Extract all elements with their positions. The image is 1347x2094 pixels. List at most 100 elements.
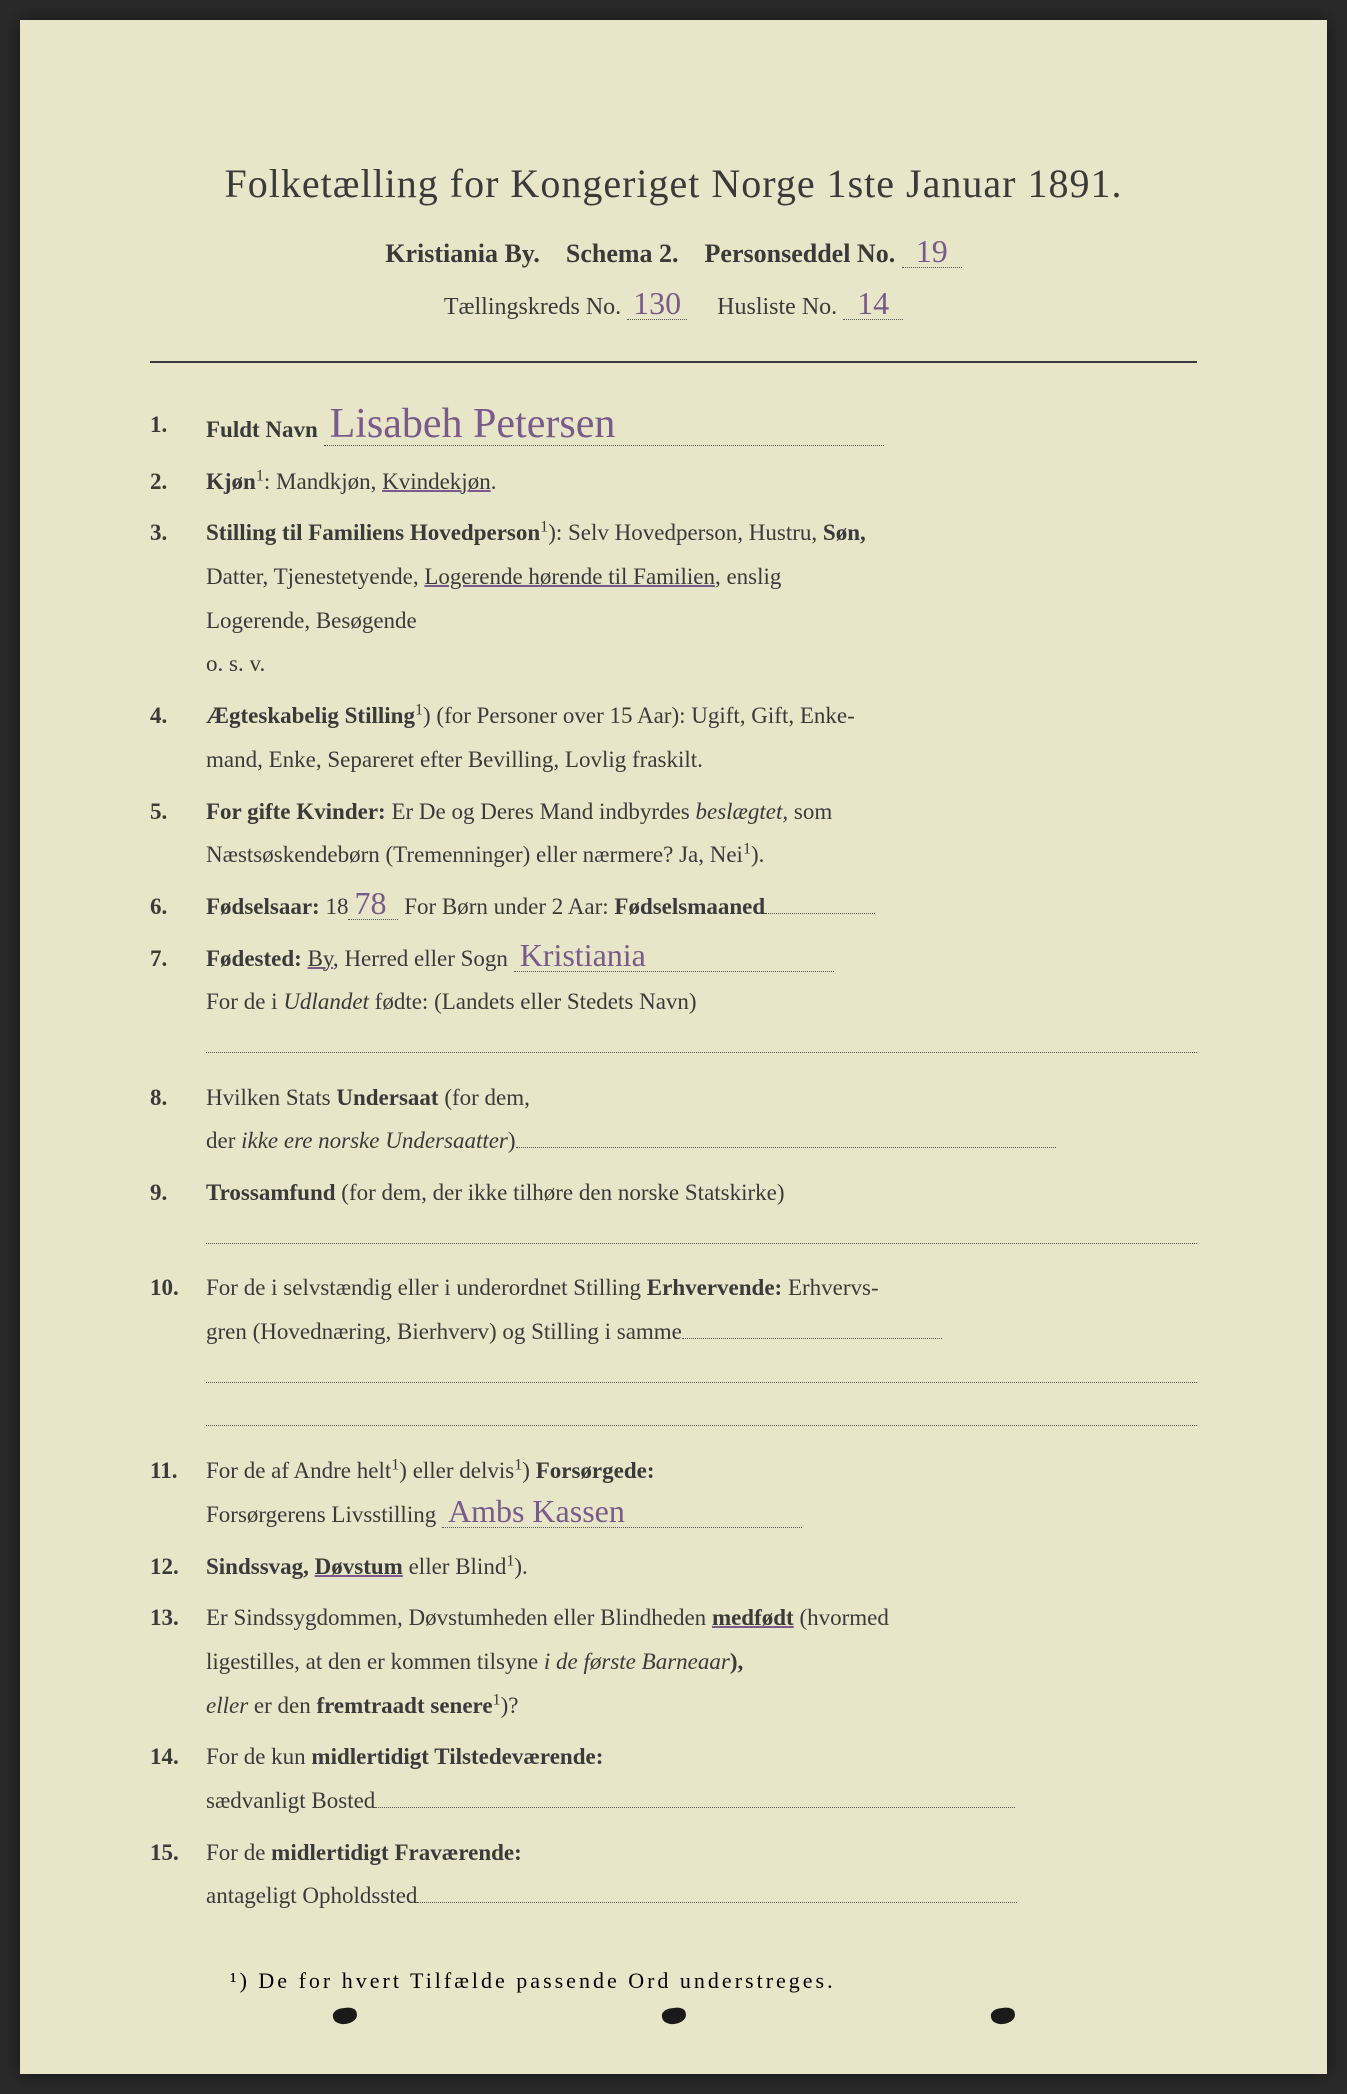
item-7-num: 7. xyxy=(150,937,206,1068)
item-7-blank xyxy=(206,1052,1197,1053)
item-14-body: For de kun midlertidigt Tilstedeværende:… xyxy=(206,1735,1197,1822)
item-10-l1c: Erhvervs- xyxy=(782,1275,878,1300)
item-3-body: Stilling til Familiens Hovedperson1): Se… xyxy=(206,511,1197,686)
year-prefix: 18 xyxy=(320,894,349,919)
hole-icon xyxy=(661,2006,687,2025)
full-name-value: Lisabeh Petersen xyxy=(324,403,884,446)
item-12-body: Sindssvag, Døvstum eller Blind1). xyxy=(206,1545,1197,1589)
footnote-text: De for hvert Tilfælde passende Ord under… xyxy=(250,1968,836,1993)
item-2: 2. Kjøn1: Mandkjøn, Kvindekjøn. xyxy=(150,460,1197,504)
item-12-num: 12. xyxy=(150,1545,206,1589)
disability-selected: Døvstum xyxy=(315,1554,403,1579)
item-11: 11. For de af Andre helt1) eller delvis1… xyxy=(150,1449,1197,1536)
item-3-label: Stilling til Familiens Hovedperson xyxy=(206,520,540,545)
item-5-num: 5. xyxy=(150,790,206,877)
item-1: 1. Fuldt Navn Lisabeh Petersen xyxy=(150,403,1197,452)
item-5-label: For gifte Kvinder: xyxy=(206,799,386,824)
item-1-label: Fuldt Navn xyxy=(206,417,318,442)
item-5-l1i: beslægtet, xyxy=(695,799,788,824)
item-3-l2b: , enslig xyxy=(715,564,781,589)
item-4-num: 4. xyxy=(150,694,206,781)
item-14-num: 14. xyxy=(150,1735,206,1822)
item-7-label: Fødested: xyxy=(206,946,302,971)
husliste-no: 14 xyxy=(843,287,903,320)
item-9-blank xyxy=(206,1243,1197,1244)
item-1-body: Fuldt Navn Lisabeh Petersen xyxy=(206,403,1197,452)
item-14-blank xyxy=(375,1807,1015,1808)
footnote: ¹) De for hvert Tilfælde passende Ord un… xyxy=(150,1968,1197,1994)
item-7: 7. Fødested: By, Herred eller Sogn Krist… xyxy=(150,937,1197,1068)
item-6-label-c: Fødselsmaaned xyxy=(614,894,765,919)
item-11-l1b: ) eller delvis xyxy=(399,1458,514,1483)
header-rule xyxy=(150,361,1197,363)
husliste-label: Husliste No. xyxy=(717,294,837,320)
item-12-c: ). xyxy=(514,1554,527,1579)
item-8-body: Hvilken Stats Undersaat (for dem, der ik… xyxy=(206,1076,1197,1163)
item-5-l2a: ). xyxy=(751,842,764,867)
item-11-l1c: ) xyxy=(522,1458,535,1483)
item-4-l1: ) (for Personer over 15 Aar): Ugift, Gif… xyxy=(423,703,855,728)
page-title: Folketælling for Kongeriget Norge 1ste J… xyxy=(150,160,1197,207)
item-6-num: 6. xyxy=(150,885,206,929)
birth-month-blank xyxy=(765,913,875,914)
item-12-b: eller Blind xyxy=(403,1554,506,1579)
item-2-after: . xyxy=(491,469,497,494)
item-4-label: Ægteskabelig Stilling xyxy=(206,703,415,728)
item-2-text: : Mandkjøn, xyxy=(264,469,382,494)
item-7-body: Fødested: By, Herred eller Sogn Kristian… xyxy=(206,937,1197,1068)
item-10-blank3 xyxy=(206,1425,1197,1426)
gender-selected: Kvindekjøn xyxy=(382,469,491,494)
item-7-l2b: fødte: (Landets eller Stedets Navn) xyxy=(369,989,697,1014)
item-4-body: Ægteskabelig Stilling1) (for Personer ov… xyxy=(206,694,1197,781)
item-11-l1a: For de af Andre helt xyxy=(206,1458,391,1483)
item-5-l1a: Er De og Deres Mand indbyrdes xyxy=(386,799,696,824)
personseddel-label: Personseddel No. xyxy=(705,239,896,268)
relation-selected: Logerende hørende til Familien xyxy=(424,564,715,589)
item-15-l1b: midlertidigt Fraværende: xyxy=(271,1840,522,1865)
item-7-l2i: Udlandet xyxy=(283,989,369,1014)
item-11-l1d: Forsørgede: xyxy=(536,1458,655,1483)
item-1-num: 1. xyxy=(150,403,206,452)
kreds-no: 130 xyxy=(627,287,687,320)
item-5: 5. For gifte Kvinder: Er De og Deres Man… xyxy=(150,790,1197,877)
item-13-num: 13. xyxy=(150,1596,206,1727)
provider-value: Ambs Kassen xyxy=(442,1495,802,1528)
item-9-label: Trossamfund xyxy=(206,1180,336,1205)
item-3-l1b: Søn, xyxy=(823,520,866,545)
item-15-blank xyxy=(417,1902,1017,1903)
item-10-blank1 xyxy=(682,1338,942,1339)
item-14: 14. For de kun midlertidigt Tilstedevære… xyxy=(150,1735,1197,1822)
hole-icon xyxy=(332,2006,358,2025)
item-8-l2a: der xyxy=(206,1128,241,1153)
binding-holes xyxy=(20,2008,1327,2024)
census-form: Folketælling for Kongeriget Norge 1ste J… xyxy=(20,20,1327,2074)
item-5-l1b: som xyxy=(788,799,832,824)
item-4: 4. Ægteskabelig Stilling1) (for Personer… xyxy=(150,694,1197,781)
item-3-l4: o. s. v. xyxy=(206,651,265,676)
birthplace-type: By, xyxy=(308,946,339,971)
item-10-blank2 xyxy=(206,1382,1197,1383)
city-label: Kristiania By. xyxy=(385,239,540,268)
item-13-l2i: i de første Barneaar xyxy=(544,1649,730,1674)
item-11-num: 11. xyxy=(150,1449,206,1536)
item-13-l3b: fremtraadt senere xyxy=(316,1693,492,1718)
item-9-body: Trossamfund (for dem, der ikke tilhøre d… xyxy=(206,1171,1197,1258)
item-15-body: For de midlertidigt Fraværende: antageli… xyxy=(206,1831,1197,1918)
subtitle-line-2: Tællingskreds No. 130 Husliste No. 14 xyxy=(150,287,1197,321)
item-5-l2: Næstsøskendebørn (Tremenninger) eller næ… xyxy=(206,842,743,867)
item-11-body: For de af Andre helt1) eller delvis1) Fo… xyxy=(206,1449,1197,1536)
item-3: 3. Stilling til Familiens Hovedperson1):… xyxy=(150,511,1197,686)
item-15: 15. For de midlertidigt Fraværende: anta… xyxy=(150,1831,1197,1918)
item-15-l2: antageligt Opholdssted xyxy=(206,1883,417,1908)
item-8: 8. Hvilken Stats Undersaat (for dem, der… xyxy=(150,1076,1197,1163)
item-9-text: (for dem, der ikke tilhøre den norske St… xyxy=(336,1180,785,1205)
item-8-l2b: ) xyxy=(508,1128,516,1153)
personseddel-no: 19 xyxy=(902,235,962,268)
item-13: 13. Er Sindssygdommen, Døvstumheden elle… xyxy=(150,1596,1197,1727)
item-2-body: Kjøn1: Mandkjøn, Kvindekjøn. xyxy=(206,460,1197,504)
item-10-l2: gren (Hovednæring, Bierhverv) og Stillin… xyxy=(206,1319,682,1344)
item-15-l1a: For de xyxy=(206,1840,271,1865)
item-10-l1b: Erhvervende: xyxy=(647,1275,782,1300)
item-12: 12. Sindssvag, Døvstum eller Blind1). xyxy=(150,1545,1197,1589)
item-13-body: Er Sindssygdommen, Døvstumheden eller Bl… xyxy=(206,1596,1197,1727)
